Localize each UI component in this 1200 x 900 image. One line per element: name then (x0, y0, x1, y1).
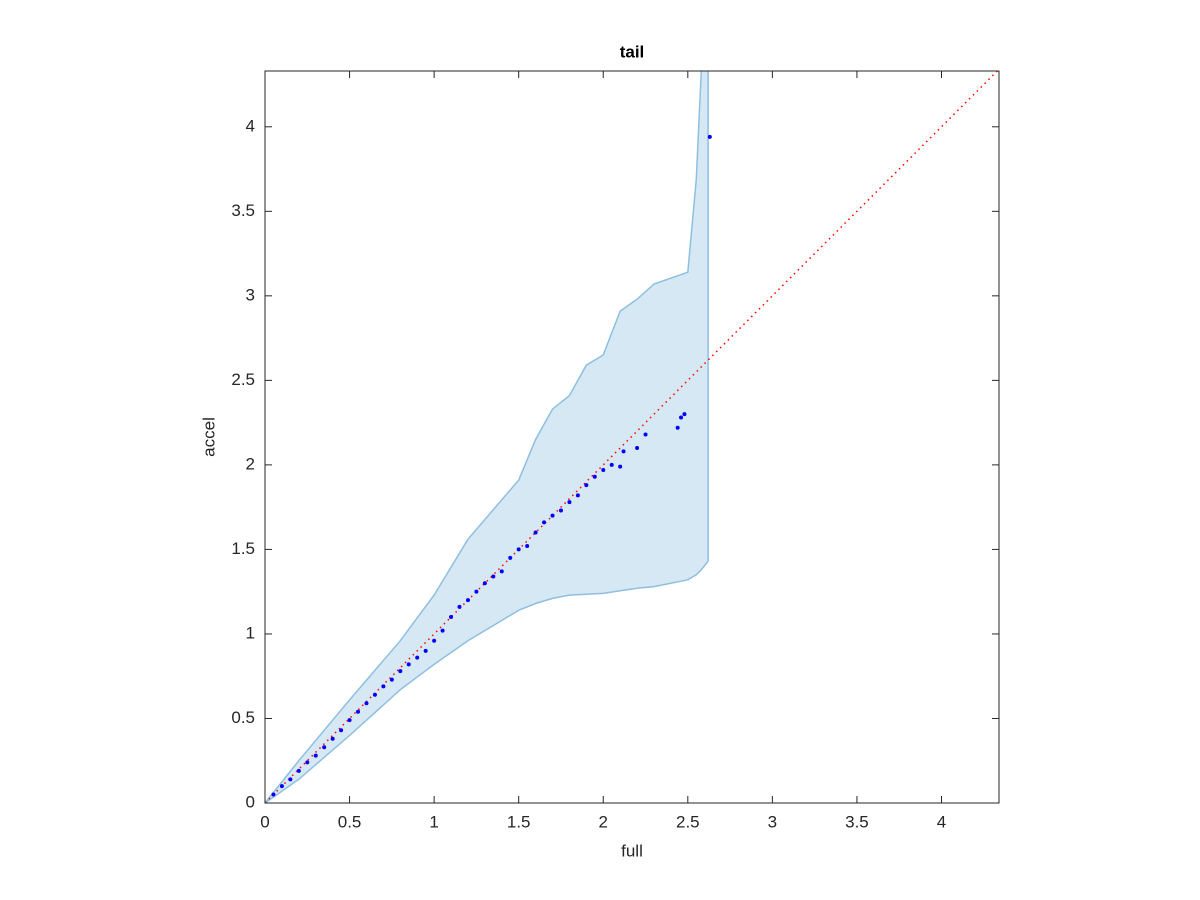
data-point (381, 684, 386, 689)
data-point (679, 415, 684, 420)
data-point (707, 134, 712, 139)
data-point (339, 728, 344, 733)
data-point (601, 467, 606, 472)
x-tick-label: 1.5 (507, 812, 531, 831)
data-point (457, 604, 462, 609)
data-point (322, 745, 327, 750)
data-point (271, 792, 276, 797)
data-point (415, 655, 420, 660)
data-point (364, 701, 369, 706)
x-tick-label: 2.5 (676, 812, 700, 831)
band-lower-edge (265, 560, 709, 803)
x-tick-label: 1 (429, 812, 438, 831)
data-point (567, 500, 572, 505)
data-point (330, 736, 335, 741)
data-point (499, 569, 504, 574)
y-tick-label: 0 (246, 792, 255, 811)
data-point (423, 648, 428, 653)
data-point (474, 589, 479, 594)
chart-title: tail (620, 42, 645, 61)
y-tick-label: 1.5 (231, 539, 255, 558)
data-point (643, 432, 648, 437)
data-point (550, 513, 555, 518)
y-tick-label: 2 (246, 454, 255, 473)
data-point (372, 692, 377, 697)
data-point (432, 638, 437, 643)
data-point (575, 493, 580, 498)
x-tick-label: 0.5 (338, 812, 362, 831)
data-point (508, 555, 513, 560)
x-axis-label: full (621, 841, 643, 860)
x-tick-label: 4 (937, 812, 946, 831)
data-point (516, 547, 521, 552)
data-point (356, 709, 361, 714)
data-point (288, 777, 293, 782)
data-point (533, 530, 538, 535)
y-tick-label: 0.5 (231, 708, 255, 727)
data-point (449, 615, 454, 620)
y-axis-label: accel (199, 417, 218, 457)
y-tick-label: 3.5 (231, 201, 255, 220)
data-point (389, 677, 394, 682)
data-point (525, 544, 530, 549)
data-point (558, 508, 563, 513)
data-point (305, 760, 310, 765)
data-point (542, 520, 547, 525)
data-point (592, 474, 597, 479)
data-point (584, 483, 589, 488)
x-tick-label: 3 (768, 812, 777, 831)
reference-line (265, 71, 998, 803)
plot-area (265, 71, 998, 803)
data-point (347, 718, 352, 723)
x-tick-label: 2 (599, 812, 608, 831)
data-point (440, 628, 445, 633)
y-tick-label: 4 (246, 116, 255, 135)
data-point (618, 464, 623, 469)
data-point (621, 449, 626, 454)
data-point (398, 669, 403, 674)
data-point (675, 425, 680, 430)
x-tick-label: 0 (260, 812, 269, 831)
data-point (635, 445, 640, 450)
data-point (296, 768, 301, 773)
data-point (682, 412, 687, 417)
confidence-band (265, 71, 709, 803)
data-point (313, 753, 318, 758)
data-point (279, 784, 284, 789)
x-tick-label: 3.5 (845, 812, 869, 831)
y-tick-label: 1 (246, 623, 255, 642)
y-tick-label: 2.5 (231, 370, 255, 389)
data-point (491, 574, 496, 579)
data-point (465, 598, 470, 603)
data-point (609, 462, 614, 467)
data-point (482, 581, 487, 586)
y-tick-label: 3 (246, 285, 255, 304)
band-upper-edge (265, 71, 703, 803)
axes-box (264, 70, 1000, 804)
data-point (406, 662, 411, 667)
